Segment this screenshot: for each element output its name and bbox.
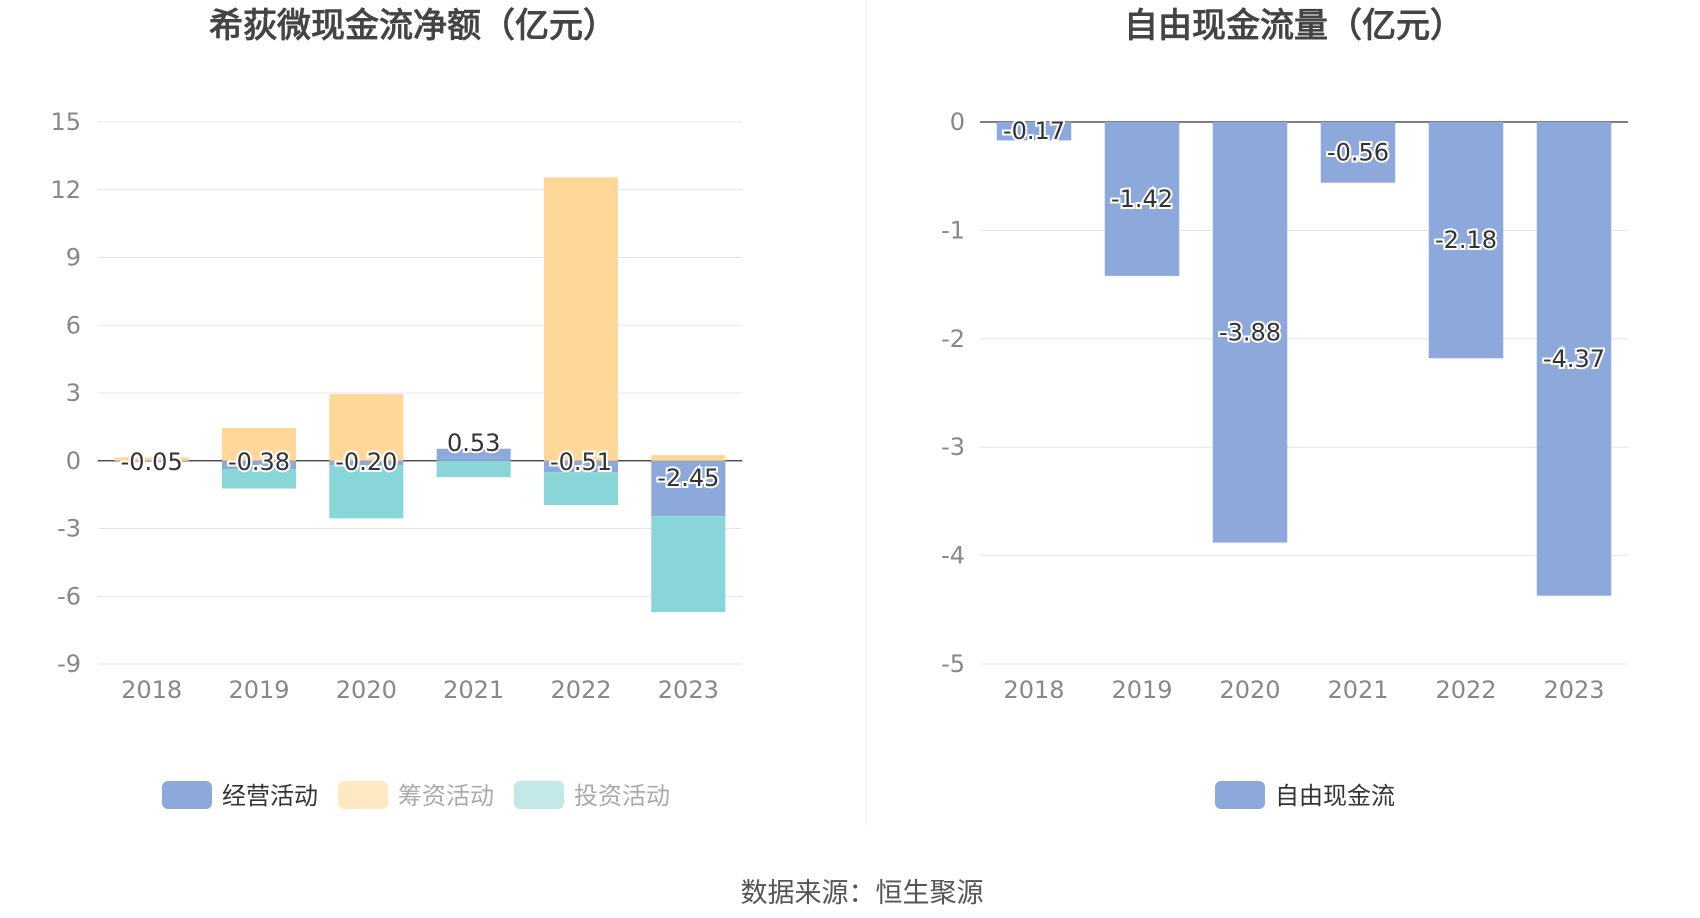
- right-value-label: -0.17: [1003, 117, 1065, 145]
- right-y-tick-label: 0: [950, 108, 965, 136]
- left-y-tick-label: -9: [57, 650, 81, 678]
- right-value-label: -0.56: [1327, 138, 1389, 166]
- left-y-tick-label: 15: [50, 108, 81, 136]
- right-bar: [1428, 122, 1504, 359]
- left-bar-经营活动: [651, 460, 726, 517]
- left-y-tick-label: 6: [66, 311, 81, 339]
- left-x-tick-label: 2022: [550, 676, 611, 704]
- right-y-tick-label: -4: [941, 542, 965, 570]
- right-y-tick-label: -2: [941, 325, 965, 353]
- left-bar-筹资活动: [221, 428, 297, 461]
- left-value-label: -0.38: [228, 448, 290, 476]
- left-y-tick-label: 12: [50, 176, 81, 204]
- left-legend-label: 筹资活动: [398, 782, 494, 810]
- left-value-label: -0.20: [335, 448, 397, 476]
- left-chart-plot: 15 12 9 6 3 0 -3 -6 -9 -0.05 2018 -0.38 2019 -0.20 202…: [50, 108, 742, 704]
- right-x-tick-label: 2021: [1327, 676, 1388, 704]
- left-y-tick-label: -6: [57, 582, 81, 610]
- right-y-tick-label: -1: [941, 216, 965, 244]
- right-x-tick-label: 2019: [1111, 676, 1172, 704]
- right-chart-title: 自由现金流量（亿元）: [1124, 6, 1464, 46]
- right-value-label: -1.42: [1111, 185, 1173, 213]
- left-y-tick-label: -3: [57, 515, 81, 543]
- left-bar-经营活动: [221, 460, 297, 470]
- left-x-tick-label: 2018: [121, 676, 182, 704]
- right-x-tick-label: 2023: [1543, 676, 1604, 704]
- right-value-label: -3.88: [1219, 318, 1281, 346]
- right-legend-swatch: [1215, 781, 1265, 809]
- left-y-tick-label: 9: [66, 244, 81, 272]
- left-legend-swatch: [338, 781, 388, 809]
- left-legend-swatch: [514, 781, 564, 809]
- right-x-tick-label: 2020: [1219, 676, 1280, 704]
- left-bar-筹资活动: [543, 177, 619, 461]
- left-bar-筹资活动: [114, 457, 189, 461]
- right-y-tick-label: -3: [941, 433, 965, 461]
- right-chart-plot: 0 -1 -2 -3 -4 -5 -0.17 2018 -1.42 2019 -3.88 2020 -0…: [941, 108, 1628, 704]
- left-legend-label: 经营活动: [222, 782, 318, 810]
- left-chart-legend: 经营活动 筹资活动 投资活动: [162, 781, 670, 810]
- left-value-label: -0.05: [121, 448, 183, 476]
- left-bar-投资活动: [651, 516, 726, 613]
- left-bar-投资活动: [329, 465, 404, 519]
- left-bar-经营活动: [329, 460, 404, 466]
- left-x-tick-label: 2023: [658, 676, 719, 704]
- right-value-label: -2.18: [1435, 226, 1497, 254]
- left-bar-经营活动: [114, 460, 189, 462]
- right-y-tick-label: -5: [941, 650, 965, 678]
- right-chart-legend: 自由现金流: [1215, 781, 1395, 810]
- right-bar: [996, 122, 1072, 141]
- right-bar: [1320, 122, 1396, 183]
- data-source-note: 数据来源：恒生聚源: [741, 878, 984, 909]
- left-x-tick-label: 2019: [228, 676, 289, 704]
- right-legend-label: 自由现金流: [1275, 782, 1395, 810]
- left-value-label: -2.45: [657, 464, 719, 492]
- left-value-label: -0.51: [550, 448, 612, 476]
- left-bar-筹资活动: [329, 394, 404, 461]
- left-bar-投资活动: [221, 469, 297, 489]
- left-value-label: 0.53: [447, 429, 500, 457]
- left-bar-经营活动: [436, 448, 511, 461]
- left-bar-筹资活动: [651, 455, 726, 461]
- right-x-tick-label: 2022: [1435, 676, 1496, 704]
- left-legend-label: 投资活动: [574, 782, 670, 810]
- left-legend-swatch: [162, 781, 212, 809]
- left-x-tick-label: 2021: [443, 676, 504, 704]
- right-value-label: -4.37: [1543, 345, 1605, 373]
- right-bar: [1212, 122, 1288, 543]
- right-bar: [1104, 122, 1180, 276]
- left-bar-经营活动: [543, 460, 619, 473]
- left-bar-投资活动: [436, 460, 511, 478]
- left-y-tick-label: 3: [66, 379, 81, 407]
- left-bar-投资活动: [543, 472, 619, 506]
- left-chart-title: 希荻微现金流净额（亿元）: [209, 6, 617, 46]
- right-x-tick-label: 2018: [1003, 676, 1064, 704]
- left-y-tick-label: 0: [66, 447, 81, 475]
- right-bar: [1536, 122, 1612, 596]
- left-x-tick-label: 2020: [336, 676, 397, 704]
